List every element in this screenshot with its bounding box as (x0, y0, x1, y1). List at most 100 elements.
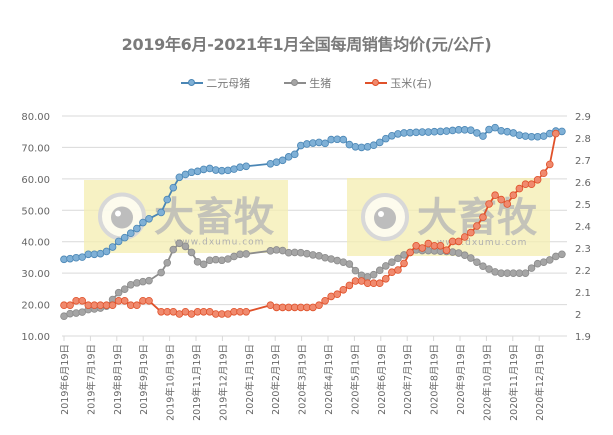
data-point[interactable] (473, 129, 481, 137)
data-point[interactable] (515, 184, 524, 193)
data-point[interactable] (175, 239, 184, 248)
data-point[interactable] (460, 251, 469, 260)
data-point[interactable] (187, 248, 196, 257)
legend-item-sow[interactable]: 二元母猪 (181, 75, 250, 91)
data-point[interactable] (133, 301, 141, 310)
data-point[interactable] (266, 247, 275, 255)
data-point[interactable] (345, 260, 354, 268)
data-point[interactable] (145, 296, 153, 305)
legend-item-corn[interactable]: 玉米(右) (365, 75, 432, 91)
data-point[interactable] (303, 140, 311, 148)
data-point[interactable] (527, 180, 536, 189)
data-point[interactable] (497, 195, 505, 204)
data-point[interactable] (485, 265, 493, 273)
data-point[interactable] (473, 222, 481, 230)
data-point[interactable] (303, 249, 311, 258)
data-point[interactable] (218, 256, 226, 265)
data-point[interactable] (72, 309, 80, 317)
data-point[interactable] (333, 290, 342, 299)
data-point[interactable] (521, 269, 530, 277)
data-point[interactable] (66, 254, 74, 263)
data-point[interactable] (224, 166, 232, 175)
data-point[interactable] (394, 254, 402, 263)
data-point[interactable] (491, 123, 499, 132)
data-point[interactable] (545, 160, 554, 169)
data-point[interactable] (479, 132, 487, 140)
data-point[interactable] (509, 191, 518, 200)
data-point[interactable] (120, 285, 129, 293)
data-point[interactable] (102, 247, 111, 256)
data-point[interactable] (120, 296, 129, 305)
data-point[interactable] (479, 213, 487, 222)
data-point[interactable] (321, 253, 329, 262)
data-point[interactable] (236, 163, 244, 172)
data-point[interactable] (290, 150, 299, 159)
data-point[interactable] (491, 191, 499, 200)
data-point[interactable] (485, 200, 493, 208)
data-point[interactable] (533, 176, 542, 184)
data-point[interactable] (467, 126, 475, 134)
data-point[interactable] (199, 165, 208, 174)
data-point[interactable] (145, 276, 153, 285)
data-point[interactable] (315, 301, 323, 310)
data-point[interactable] (400, 259, 408, 268)
data-point[interactable] (126, 229, 135, 238)
data-point[interactable] (157, 268, 165, 277)
data-point[interactable] (375, 266, 384, 275)
data-point[interactable] (375, 138, 384, 147)
data-point[interactable] (394, 130, 402, 138)
data-point[interactable] (108, 243, 117, 251)
data-point[interactable] (515, 131, 524, 139)
data-point[interactable] (369, 141, 378, 150)
data-point[interactable] (436, 242, 445, 250)
data-point[interactable] (473, 258, 481, 266)
data-point[interactable] (169, 245, 178, 254)
data-point[interactable] (382, 274, 390, 283)
legend-item-hog[interactable]: 生猪 (284, 75, 331, 91)
data-point[interactable] (339, 135, 348, 144)
data-point[interactable] (163, 258, 172, 267)
data-point[interactable] (120, 233, 129, 242)
data-point[interactable] (467, 228, 475, 237)
data-point[interactable] (66, 301, 74, 310)
data-point[interactable] (175, 173, 184, 182)
data-point[interactable] (339, 285, 348, 294)
data-point[interactable] (442, 246, 451, 255)
data-point[interactable] (545, 256, 554, 264)
data-point[interactable] (418, 244, 427, 252)
data-point[interactable] (467, 254, 475, 262)
data-point[interactable] (145, 214, 153, 223)
data-point[interactable] (187, 168, 196, 177)
data-point[interactable] (321, 139, 329, 148)
data-point[interactable] (497, 126, 505, 135)
data-point[interactable] (369, 270, 378, 279)
data-point[interactable] (382, 134, 390, 143)
data-point[interactable] (454, 237, 463, 246)
data-point[interactable] (479, 262, 487, 271)
data-point[interactable] (558, 250, 566, 259)
data-point[interactable] (375, 279, 384, 288)
data-point[interactable] (394, 266, 402, 274)
data-point[interactable] (297, 248, 305, 257)
data-point[interactable] (503, 200, 512, 208)
data-point[interactable] (321, 296, 329, 305)
data-point[interactable] (163, 195, 172, 204)
data-point[interactable] (388, 258, 396, 266)
data-point[interactable] (242, 250, 250, 258)
data-point[interactable] (139, 218, 147, 227)
data-point[interactable] (78, 296, 87, 305)
data-point[interactable] (309, 251, 317, 259)
data-point[interactable] (242, 307, 250, 316)
data-point[interactable] (552, 129, 560, 138)
data-point[interactable] (133, 224, 141, 233)
data-point[interactable] (278, 156, 287, 165)
data-point[interactable] (133, 279, 141, 287)
data-point[interactable] (139, 277, 147, 286)
data-point[interactable] (242, 162, 250, 171)
data-point[interactable] (382, 262, 390, 270)
data-point[interactable] (78, 253, 87, 261)
data-point[interactable] (406, 248, 414, 257)
data-point[interactable] (181, 242, 190, 251)
data-point[interactable] (199, 260, 208, 269)
data-point[interactable] (315, 138, 323, 147)
